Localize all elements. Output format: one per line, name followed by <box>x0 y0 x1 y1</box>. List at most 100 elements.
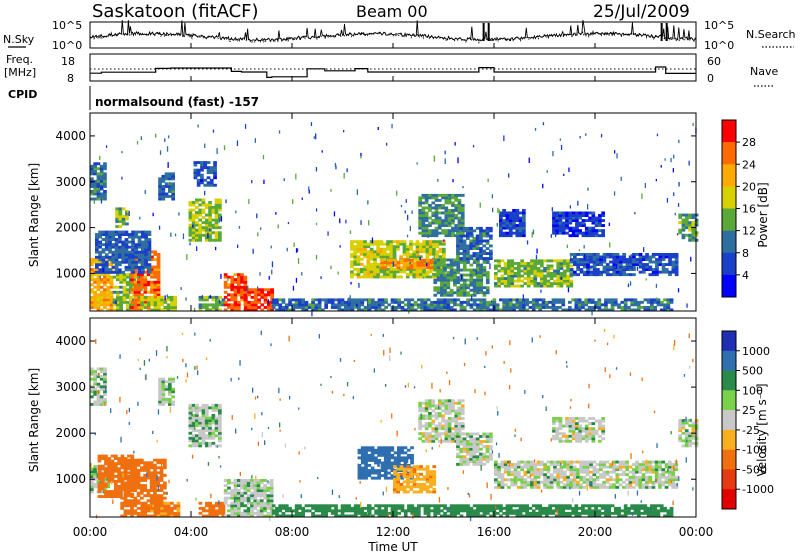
velocity-cell <box>149 496 154 500</box>
velocity-cell <box>114 482 118 486</box>
power-speckle-mark <box>335 165 337 170</box>
power-cell <box>350 255 354 259</box>
velocity-cell <box>110 492 115 496</box>
power-cell <box>124 245 129 249</box>
power-cbar-swatch <box>722 186 736 209</box>
velocity-cell <box>103 375 107 378</box>
power-cell <box>374 306 378 309</box>
velocity-cell <box>360 469 365 472</box>
power-cell <box>517 262 521 265</box>
power-speckle-mark <box>308 189 310 194</box>
power-cell <box>324 300 328 304</box>
power-cell <box>213 161 217 164</box>
power-cell <box>522 308 526 312</box>
power-speckle-mark <box>542 122 545 126</box>
power-speckle-mark <box>655 179 657 182</box>
power-cell <box>526 264 531 268</box>
power-cell <box>118 255 122 259</box>
power-cell <box>459 226 464 230</box>
power-speckle-mark <box>627 283 630 288</box>
power-cell <box>150 290 154 294</box>
power-cell <box>99 192 104 196</box>
power-cell <box>129 285 133 289</box>
velocity-cell <box>195 421 199 425</box>
power-cell <box>535 300 539 304</box>
velocity-cell <box>204 426 209 430</box>
power-cell <box>604 303 608 307</box>
velocity-cell <box>123 514 128 518</box>
velocity-cell <box>429 477 433 481</box>
power-cell <box>526 272 531 275</box>
power-cell <box>588 231 592 235</box>
power-cell <box>591 234 596 238</box>
power-cell <box>505 216 510 220</box>
power-cell <box>454 206 459 210</box>
power-cell <box>449 271 454 274</box>
power-cell <box>195 236 199 240</box>
velocity-cell <box>263 484 267 487</box>
power-cell <box>571 211 576 215</box>
power-cell <box>549 259 554 263</box>
power-cell <box>233 306 238 309</box>
power-speckle-mark <box>301 272 303 276</box>
power-cell <box>204 206 209 209</box>
power-cell <box>472 278 477 282</box>
power-cell <box>93 185 97 188</box>
power-cell <box>95 248 99 252</box>
power-cell <box>517 264 521 268</box>
power-cell <box>602 258 607 261</box>
power-cell <box>436 278 441 282</box>
power-cell <box>440 268 444 272</box>
power-cell <box>133 298 138 302</box>
power-speckle-mark <box>194 307 196 313</box>
power-cell <box>435 242 440 246</box>
power-speckle-mark <box>452 179 454 183</box>
power-cell <box>497 277 501 280</box>
velocity-cell <box>191 426 196 430</box>
velocity-cell <box>126 479 131 482</box>
power-cell <box>101 270 106 274</box>
velocity-cell <box>298 506 302 510</box>
power-cell <box>392 275 397 279</box>
power-cell <box>479 237 483 240</box>
power-cell <box>237 280 241 284</box>
power-cell <box>363 242 367 246</box>
velocity-cell <box>380 448 385 452</box>
power-cell <box>642 258 646 261</box>
velocity-cell <box>269 479 274 482</box>
power-speckle-mark <box>471 295 473 302</box>
velocity-cell <box>126 501 131 505</box>
velocity-cell <box>214 444 219 448</box>
velocity-cell <box>96 403 101 406</box>
power-cell <box>131 255 135 259</box>
velocity-cell <box>288 514 292 518</box>
power-cell <box>469 234 473 238</box>
velocity-cell <box>156 479 161 482</box>
velocity-cell <box>96 395 101 399</box>
power-cell <box>574 303 579 307</box>
velocity-cell <box>161 397 166 401</box>
power-cell <box>472 293 477 297</box>
power-cell <box>137 268 142 272</box>
power-cell <box>171 177 175 181</box>
power-cell <box>90 298 94 302</box>
power-cell <box>479 281 484 285</box>
power-cell <box>156 263 161 266</box>
velocity-cell <box>127 454 131 458</box>
velocity-cell <box>90 403 94 406</box>
power-cell <box>143 278 148 282</box>
velocity-cell <box>143 494 147 498</box>
power-cell <box>407 300 411 304</box>
velocity-cell <box>104 454 108 458</box>
power-cell <box>146 306 151 309</box>
power-cell <box>691 231 696 235</box>
power-speckle-mark <box>140 136 142 140</box>
power-cell <box>643 308 648 312</box>
velocity-cell <box>158 395 162 399</box>
velocity-cell <box>126 511 131 515</box>
velocity-cell <box>120 486 124 490</box>
power-cell <box>122 290 127 294</box>
power-speckle-mark <box>616 153 618 159</box>
power-cell <box>561 229 566 233</box>
power-cell <box>661 268 666 271</box>
